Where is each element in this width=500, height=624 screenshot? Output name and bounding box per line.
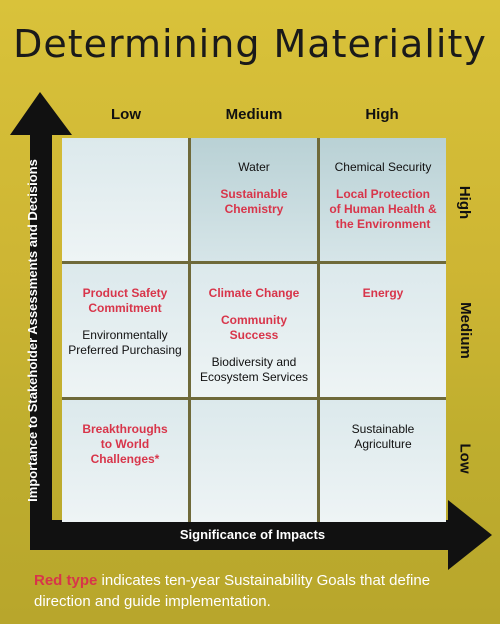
cell-item: Water (238, 160, 270, 174)
cell-medium-low: Product Safety Commitment Environmentally… (62, 263, 188, 397)
page-title: Determining Materiality (13, 22, 487, 66)
cell-item: Local Protection of Human Health & the E… (329, 187, 437, 231)
col-head-low: Low (111, 106, 141, 123)
row-head-low: Low (456, 443, 474, 473)
col-head-medium: Medium (225, 106, 283, 123)
cell-low-medium (191, 399, 317, 522)
x-axis-arrow (30, 500, 492, 570)
cell-item: Energy (362, 285, 404, 300)
row-head-high: High (456, 185, 474, 219)
cell-medium-high: Energy (320, 263, 446, 397)
footer-red-type: Red type (34, 572, 98, 589)
cell-item: Climate Change (208, 285, 300, 300)
cell-high-high: Chemical Security Local Protection of Hum… (320, 138, 446, 261)
cell-item: Environmentally Preferred Purchasing (68, 327, 182, 357)
cell-high-low (62, 138, 188, 261)
cell-high-medium: Water Sustainable Chemistry (191, 138, 317, 261)
materiality-grid: Water Sustainable Chemistry Chemical Secu… (62, 138, 446, 522)
cell-item: Sustainable Agriculture (351, 421, 415, 451)
y-axis-arrow (10, 92, 72, 550)
cell-low-low: Breakthroughs to World Challenges* (62, 399, 188, 522)
cell-item: Sustainable Chemistry (220, 187, 288, 216)
y-axis-label: Importance to Stakeholder Assessments an… (24, 158, 40, 502)
footer-rest: indicates ten-year Sustainability Goals … (34, 572, 431, 610)
col-head-high: High (365, 106, 399, 123)
row-head-medium: Medium (456, 301, 474, 359)
cell-medium-medium: Climate Change Community Success Biodivers… (191, 263, 317, 397)
cell-item: Community Success (221, 312, 287, 342)
cell-item: Breakthroughs to World Challenges* (82, 421, 168, 466)
cell-low-high: Sustainable Agriculture (320, 399, 446, 522)
footer-note: Red type indicates ten-year Sustainabili… (34, 570, 474, 612)
x-axis-label: Significance of Impacts (179, 527, 326, 542)
cell-item: Biodiversity and Ecosystem Services (199, 354, 309, 384)
cell-item: Product Safety Commitment (82, 285, 168, 315)
cell-item: Chemical Security (334, 160, 432, 174)
